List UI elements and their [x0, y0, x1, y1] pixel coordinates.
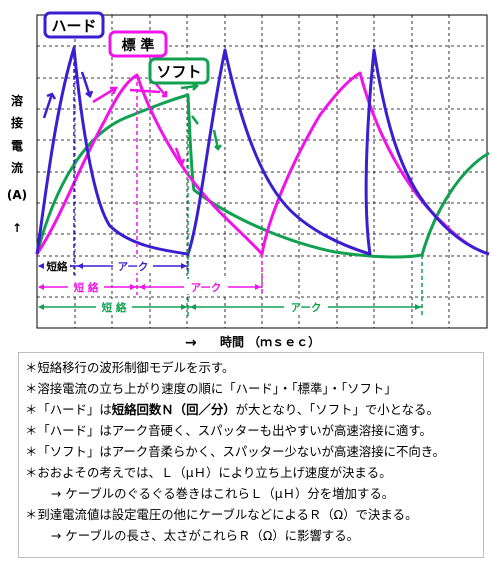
soft-legend-box: ソフト — [148, 57, 210, 85]
hard-legend-label: ハード — [51, 17, 96, 35]
note-line: ＊「ハード」はアーク音硬く、スパッターも出やすいが高速溶接に適す。 — [25, 423, 432, 438]
standard-legend-label: 標 準 — [122, 37, 155, 54]
standard-legend-box: 標 準 — [108, 30, 168, 58]
standard-short-label: 短 絡 — [74, 281, 99, 294]
note-line: ＊短絡移行の波形制御モデルを示す。 — [25, 360, 235, 375]
note-line: ＊到達電流値は設定電圧の他にケーブルなどによるＲ（Ω）で決まる。 — [25, 507, 418, 522]
note-line: ＊「ハード」は短絡回数Ｎ（回／分）が大となり、「ソフト」で小となる。 — [25, 399, 483, 420]
note-text: が大となり、「ソフト」で小となる。 — [235, 402, 439, 417]
hard-phase-row: 短絡 アーク — [38, 258, 188, 273]
y-axis-char: 流 — [11, 160, 23, 175]
hard-arc-label: アーク — [118, 261, 149, 273]
y-axis-arrow: ↑ — [12, 221, 22, 235]
note-line: ＊「ソフト」はアーク音柔らかく、スパッター少ないが高速溶接に不向き。 — [25, 444, 445, 459]
note-line: ＊溶接電流の立ち上がり速度の順に「ハード」・「標準」・「ソフト」 — [25, 381, 397, 396]
x-axis-label: → 時間 （ｍｓｅｃ） — [185, 334, 320, 350]
note-text: ＊「ハード」は — [25, 402, 112, 417]
hard-short-label: 短絡 — [47, 260, 68, 273]
y-axis-char: 電 — [11, 139, 23, 153]
standard-phase-row: 短 絡 アーク — [38, 279, 262, 294]
waveform-diagram: 溶 接 電 流 (A) ↑ — [7, 11, 490, 350]
y-axis-char: 接 — [11, 115, 23, 130]
y-axis-unit: (A) — [7, 188, 27, 202]
hard-waveform — [35, 46, 490, 256]
standard-arc-label: アーク — [191, 282, 222, 294]
note-line: → ケーブルの長さ、太さがこれらＲ（Ω）に影響する。 — [51, 528, 360, 543]
soft-legend-label: ソフト — [156, 63, 201, 81]
note-emphasis: 短絡回数Ｎ（回／分） — [111, 402, 236, 417]
x-axis-title: 時間 （ｍｓｅｃ） — [220, 334, 320, 349]
y-axis-label: 溶 接 電 流 (A) ↑ — [7, 93, 27, 235]
soft-phase-row: 短 絡 アーク — [38, 299, 422, 314]
soft-arc-label: アーク — [291, 302, 322, 314]
x-axis-arrow: → — [185, 335, 197, 350]
soft-waveform — [35, 93, 490, 259]
hard-legend-box: ハード — [43, 11, 105, 39]
note-line: → ケーブルのぐるぐる巻きはこれらＬ（μＨ）分を増加する。 — [51, 486, 395, 501]
note-line: ＊おおよその考えでは、Ｌ（μＨ）により立ち上げ速度が決まる。 — [25, 465, 392, 480]
notes-panel: ＊短絡移行の波形制御モデルを示す。 ＊溶接電流の立ち上がり速度の順に「ハード」・… — [18, 352, 484, 558]
direction-arrows — [42, 71, 222, 166]
soft-short-label: 短 絡 — [102, 301, 127, 314]
standard-waveform — [35, 71, 490, 256]
y-axis-char: 溶 — [11, 93, 23, 108]
vertical-gridlines — [74, 15, 450, 328]
